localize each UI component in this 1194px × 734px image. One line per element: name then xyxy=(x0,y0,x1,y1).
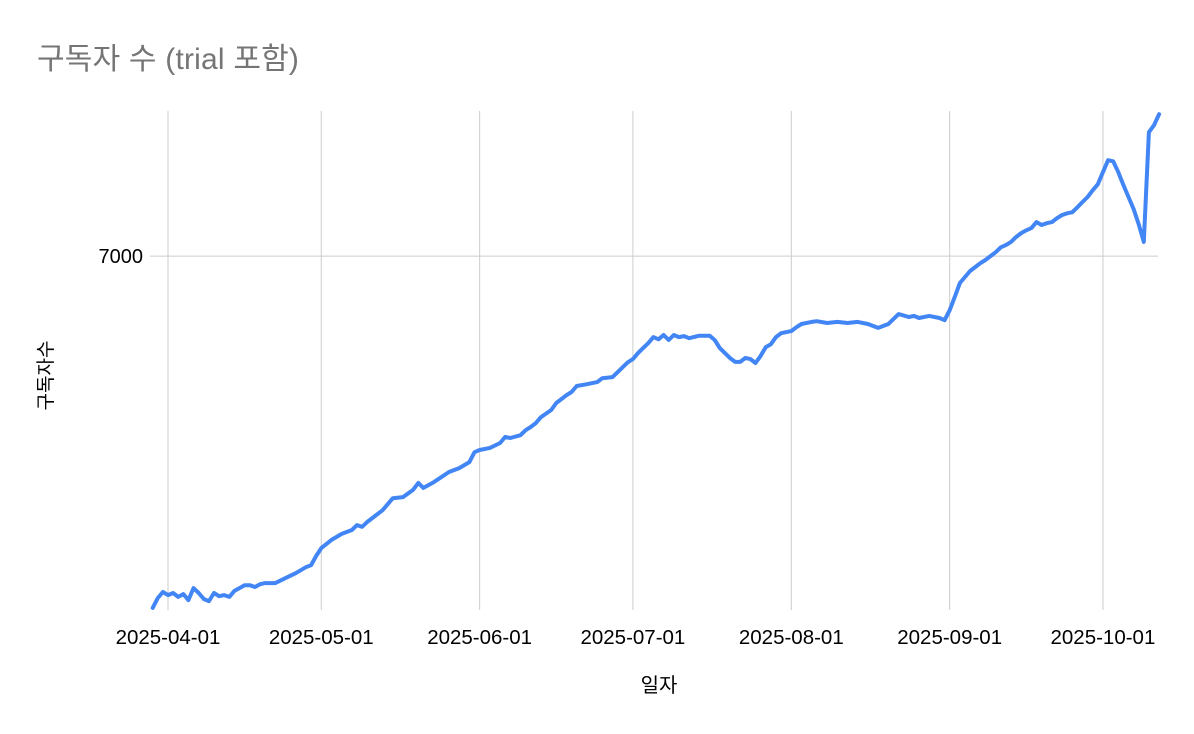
y-tick-label: 7000 xyxy=(99,246,144,268)
x-tick-label: 2025-05-01 xyxy=(269,626,374,649)
x-tick-label: 2025-08-01 xyxy=(739,626,844,649)
x-tick-label: 2025-07-01 xyxy=(580,626,685,649)
x-tick-label: 2025-10-01 xyxy=(1051,626,1156,649)
x-axis-title: 일자 xyxy=(641,674,678,697)
subscriber-series-line xyxy=(150,112,1162,610)
chart-title: 구독자 수 (trial 포함) xyxy=(37,43,300,76)
x-tick-label: 2025-04-01 xyxy=(116,626,221,649)
y-axis-title: 구독자수 xyxy=(35,341,57,411)
x-tick-label: 2025-09-01 xyxy=(897,626,1002,649)
x-tick-label: 2025-06-01 xyxy=(427,626,532,649)
